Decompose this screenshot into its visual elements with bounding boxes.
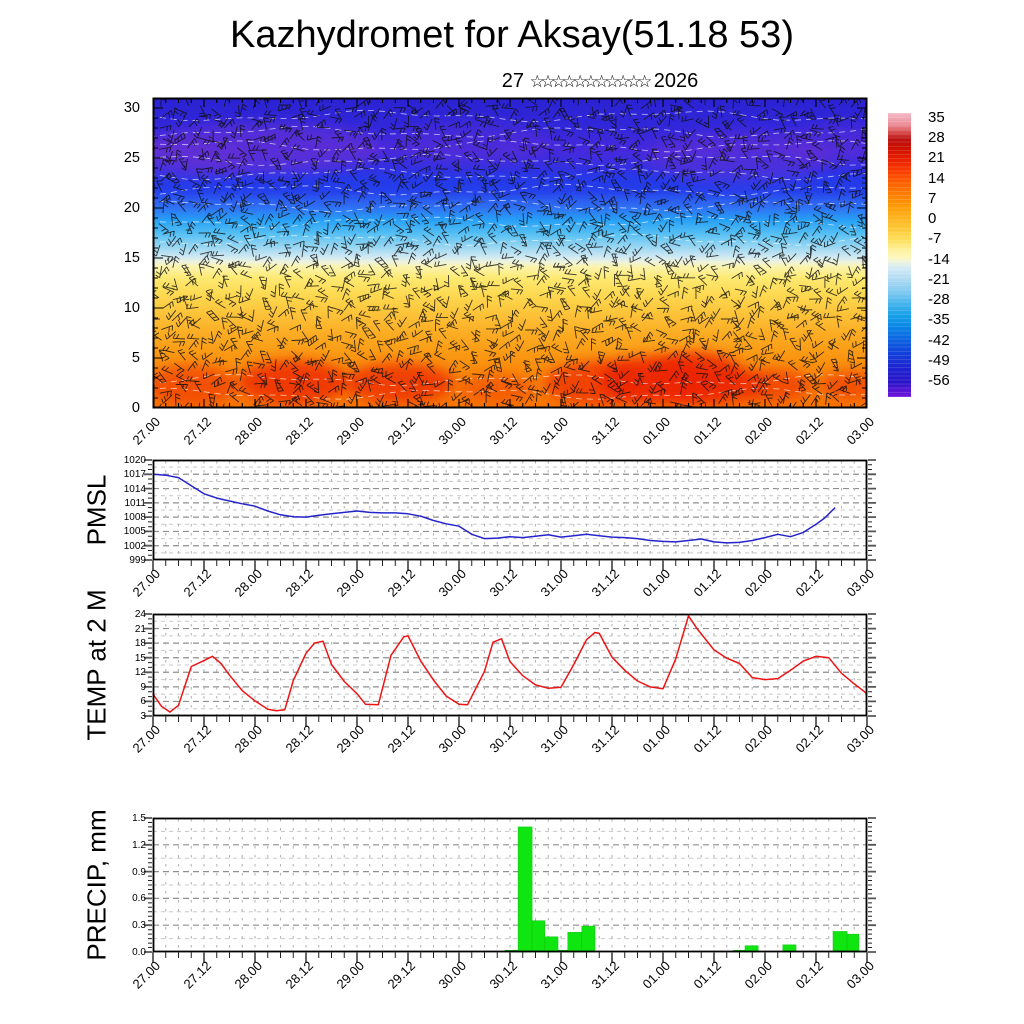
cross-section-y-tick-label: 10 xyxy=(123,300,140,316)
temp2m-y-tick-label: 24 xyxy=(134,609,146,620)
precip-y-tick-label: 0.6 xyxy=(132,893,146,905)
precip-y-tick-label: 0.9 xyxy=(132,866,146,878)
temp2m-y-tick-label: 15 xyxy=(134,652,146,664)
pmsl-y-tick-label: 1014 xyxy=(123,483,146,495)
precip-y-tick-label: 1.2 xyxy=(132,839,146,851)
cross-section-y-tick-label: 0 xyxy=(131,400,140,416)
cross-section-y-tick-label: 30 xyxy=(123,100,140,116)
temp2m-y-tick-label: 3 xyxy=(140,711,146,722)
pmsl-y-tick-label: 1008 xyxy=(123,512,146,524)
colorbar-tick-label: -21 xyxy=(928,270,950,288)
colorbar-tick-label: 21 xyxy=(928,149,945,167)
pmsl-y-tick-label: 1017 xyxy=(123,469,146,481)
cross-section-y-tick-label: 25 xyxy=(123,150,140,166)
temp2m-y-tick-label: 12 xyxy=(134,667,146,679)
colorbar-tick-label: -35 xyxy=(928,311,950,329)
temp-panel xyxy=(144,613,876,727)
colorbar-tick-label: -49 xyxy=(928,351,950,369)
pmsl-y-tick-label: 1020 xyxy=(123,455,146,466)
pmsl-y-tick-label: 999 xyxy=(129,555,146,566)
colorbar-tick-label: -56 xyxy=(928,371,950,389)
pmsl-panel xyxy=(144,459,876,571)
cross-section-panel xyxy=(152,97,868,409)
colorbar-tick-label: 7 xyxy=(928,189,937,207)
colorbar-tick-label: -14 xyxy=(928,250,950,268)
cross-section-plot xyxy=(152,97,868,409)
pmsl-y-tick-label: 1011 xyxy=(124,497,146,509)
temp2m-y-tick-label: 21 xyxy=(134,623,146,635)
precip-panel xyxy=(144,817,876,963)
page-title: Kazhydromet for Aksay(51.18 53) xyxy=(230,14,794,56)
subtitle-year: 2026 xyxy=(653,70,699,92)
pmsl-y-tick-label: 1002 xyxy=(123,540,146,552)
cross-section-y-tick-label: 20 xyxy=(123,200,140,216)
colorbar-tick-label: 14 xyxy=(928,169,945,187)
temp2m-y-tick-label: 9 xyxy=(140,681,146,693)
star-glyphs: ☆☆☆☆☆☆☆☆☆☆☆ xyxy=(529,72,653,92)
precip-y-tick-label: 0.3 xyxy=(132,920,146,932)
subtitle-day: 27 xyxy=(501,70,525,92)
precip-y-tick-label: 0.0 xyxy=(132,947,146,958)
colorbar-tick-label: 35 xyxy=(928,109,945,126)
colorbar-tick-label: 0 xyxy=(928,210,937,228)
colorbar-tick-label: 28 xyxy=(928,129,945,147)
colorbar-tick-label: -7 xyxy=(928,230,942,248)
temp2m-y-tick-label: 6 xyxy=(140,696,146,708)
precip-y-tick-label: 1.5 xyxy=(132,813,146,824)
cross-section-y-tick-label: 5 xyxy=(131,350,140,366)
pmsl-y-tick-label: 1005 xyxy=(123,526,146,538)
temperature-colorbar xyxy=(888,113,911,397)
temp2m-y-tick-label: 18 xyxy=(134,638,146,650)
colorbar-tick-label: -28 xyxy=(928,291,950,309)
date-subtitle: 27 ☆☆☆☆☆☆☆☆☆☆☆ 2026 xyxy=(502,70,698,93)
colorbar-tick-label: -42 xyxy=(928,331,950,349)
precip-axis-title: PRECIP, mm xyxy=(81,809,112,961)
cross-section-y-tick-label: 15 xyxy=(123,250,140,266)
